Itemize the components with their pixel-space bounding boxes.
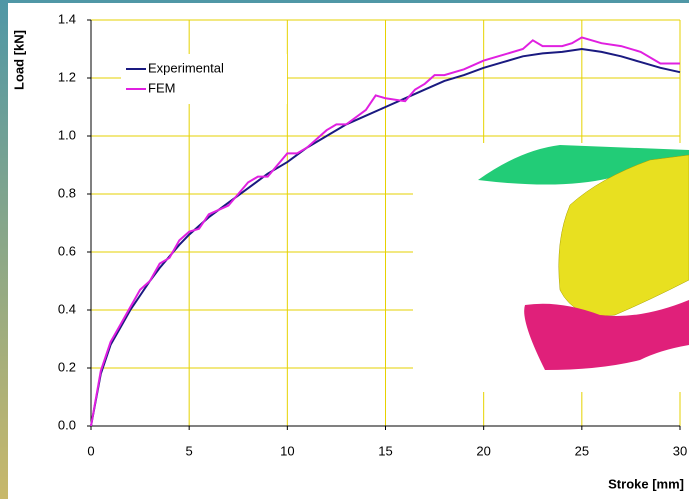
x-tick-label: 10: [280, 443, 294, 458]
x-tick-label: 0: [87, 443, 94, 458]
legend-label: Experimental: [148, 60, 224, 75]
page: {"chart_data": {"type": "line", "xlabel"…: [0, 0, 689, 499]
y-tick-label: 1.0: [58, 127, 76, 142]
y-axis-label: Load [kN]: [11, 30, 26, 90]
x-tick-label: 20: [476, 443, 490, 458]
y-tick-label: 0.0: [58, 417, 76, 432]
legend-label: FEM: [148, 80, 175, 95]
x-tick-label: 30: [673, 443, 687, 458]
x-tick-label: 15: [378, 443, 392, 458]
y-tick-label: 0.4: [58, 301, 76, 316]
y-tick-label: 0.2: [58, 359, 76, 374]
y-tick-label: 1.4: [58, 11, 76, 26]
x-tick-label: 5: [186, 443, 193, 458]
inset-image: [413, 143, 689, 392]
y-tick-label: 0.6: [58, 243, 76, 258]
x-tick-label: 25: [575, 443, 589, 458]
y-tick-label: 0.8: [58, 185, 76, 200]
y-tick-label: 1.2: [58, 69, 76, 84]
x-axis-label: Stroke [mm]: [608, 476, 684, 491]
chart: Load [kN] Stroke [mm] 0.0 0.2 0.4 0.6 0.8 1.0…: [0, 0, 689, 499]
